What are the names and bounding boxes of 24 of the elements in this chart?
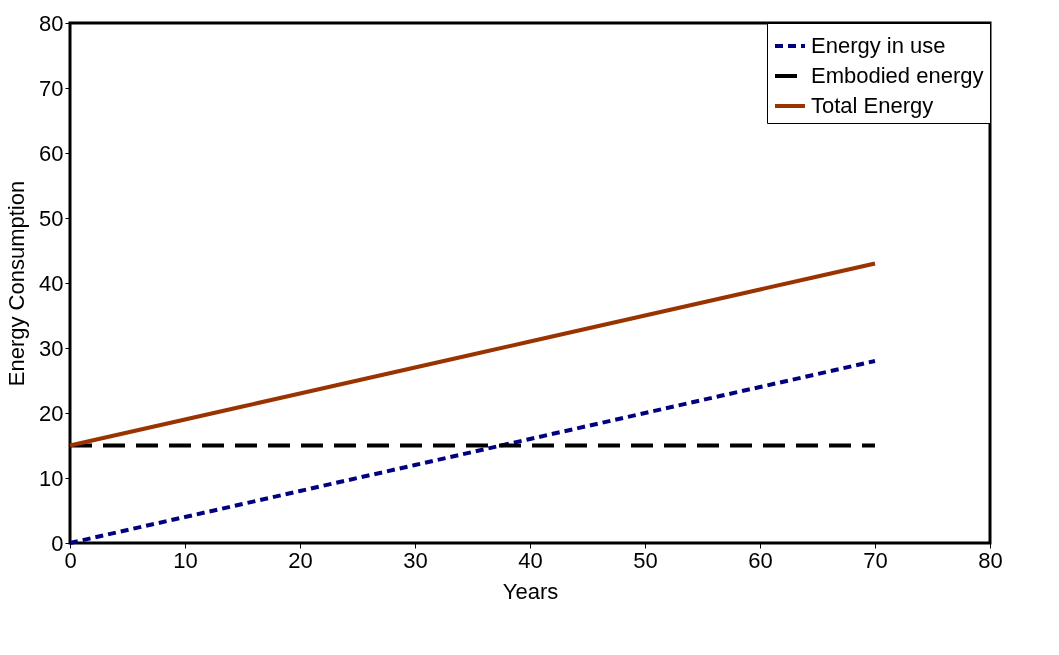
y-tick-label: 20 bbox=[39, 400, 64, 426]
legend-label: Embodied energy bbox=[811, 63, 984, 88]
y-tick-label: 40 bbox=[39, 270, 64, 296]
x-tick-label: 30 bbox=[403, 547, 428, 573]
x-tick-label: 80 bbox=[978, 547, 1003, 573]
y-tick-label: 10 bbox=[39, 465, 64, 491]
x-tick-label: 20 bbox=[288, 547, 313, 573]
x-tick-label: 40 bbox=[518, 547, 543, 573]
y-tick-label: 30 bbox=[39, 335, 64, 361]
y-tick-label: 80 bbox=[39, 10, 64, 36]
x-axis-title: Years bbox=[502, 578, 559, 604]
y-axis-title: Energy Consumption bbox=[4, 180, 30, 387]
y-tick-label: 60 bbox=[39, 140, 64, 166]
line-series bbox=[68, 359, 877, 545]
y-tick-label: 0 bbox=[51, 530, 64, 556]
x-tick-label: 50 bbox=[633, 547, 658, 573]
y-tick-label: 50 bbox=[39, 205, 64, 231]
x-tick-label: 60 bbox=[748, 547, 773, 573]
x-tick-label: 10 bbox=[173, 547, 198, 573]
legend-label: Total Energy bbox=[811, 93, 934, 118]
x-tick-label: 70 bbox=[863, 547, 888, 573]
legend-label: Energy in use bbox=[811, 33, 946, 58]
line-series bbox=[68, 261, 877, 448]
y-tick-label: 70 bbox=[39, 75, 64, 101]
